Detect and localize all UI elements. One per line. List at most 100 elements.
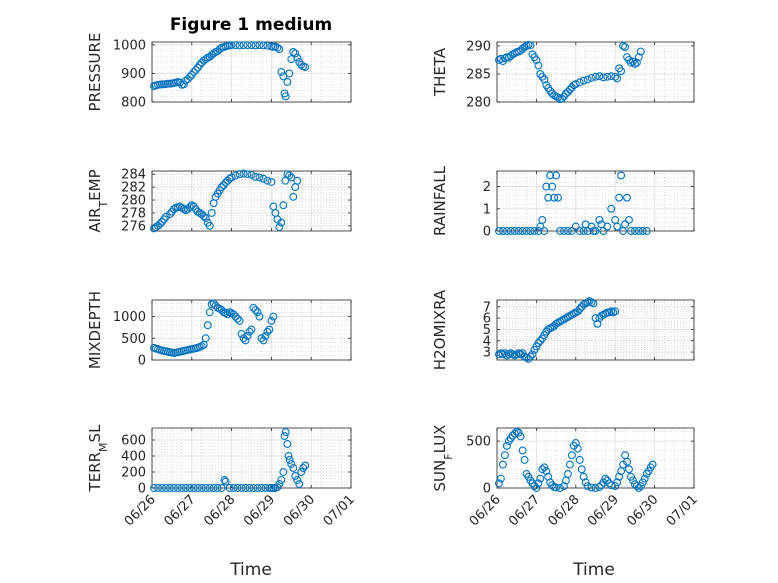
data-point: [558, 316, 566, 325]
data-point: [611, 482, 620, 491]
axes-box: [496, 170, 695, 232]
data-point: [642, 227, 651, 235]
data-point: [280, 432, 289, 440]
data-point: [516, 432, 525, 441]
data-point: [291, 472, 300, 480]
data-point: [279, 201, 288, 210]
data-point: [628, 476, 637, 485]
data-point: [522, 41, 531, 50]
data-point: [579, 300, 588, 309]
data-point: [613, 74, 622, 83]
data-point: [293, 476, 302, 484]
data-point: [613, 478, 622, 487]
data-point: [158, 218, 166, 226]
data-point: [203, 321, 212, 330]
data-point: [293, 176, 302, 185]
data-point: [233, 314, 242, 323]
data-point: [239, 169, 248, 178]
data-point: [587, 298, 596, 307]
subplot-5: 0 500 1000 MIXDEPTH: [86, 291, 352, 369]
data-point: [617, 67, 626, 76]
data-point: [209, 199, 218, 208]
data-point: [556, 317, 564, 326]
data-point: [554, 193, 563, 202]
data-point: [233, 484, 242, 492]
data-point: [526, 352, 535, 361]
y-tick-label: 290: [466, 39, 491, 54]
data-point: [587, 73, 596, 82]
data-point: [623, 193, 631, 202]
y-axis-label: H2OMIXRA: [431, 289, 449, 370]
data-point: [269, 312, 278, 321]
data-point: [249, 484, 258, 492]
x-tick-label: 06/28: [201, 492, 238, 529]
data-point: [573, 444, 582, 453]
data-point: [277, 68, 286, 76]
data-point: [221, 477, 230, 486]
data-point: [625, 215, 633, 224]
data-point: [245, 484, 254, 492]
y-tick-label: 280: [121, 194, 146, 209]
data-point: [627, 472, 635, 481]
subplot-4: 0 1 2 RAINFALL: [431, 165, 695, 240]
y-axis-label-text: TERR: [86, 452, 104, 493]
x-axis-label-right: Time: [572, 560, 615, 580]
y-tick-label: 0: [138, 482, 146, 497]
x-tick-label: 06/26: [467, 492, 504, 529]
data-point: [526, 41, 535, 50]
data-point: [265, 325, 274, 334]
y-axis-label-text: LUX: [431, 425, 449, 454]
data-point: [150, 224, 158, 233]
data-point: [275, 45, 284, 54]
data-point: [299, 464, 308, 472]
y-tick-label: 900: [121, 67, 146, 82]
data-point: [567, 310, 576, 319]
data-point: [235, 41, 244, 50]
data-point: [524, 472, 533, 481]
y-tick-label: 278: [121, 206, 146, 221]
data-point: [613, 222, 622, 231]
data-point: [544, 193, 553, 202]
y-tick-label: 3: [483, 346, 491, 361]
data-point: [251, 41, 260, 50]
data-point: [191, 66, 200, 74]
data-point: [205, 484, 214, 492]
data-point: [611, 72, 620, 81]
data-point: [502, 441, 511, 450]
data-point: [522, 353, 531, 362]
y-axis-label-subscript: F: [442, 453, 455, 459]
data-point: [516, 350, 525, 359]
data-point: [261, 332, 270, 341]
y-tick-label: 0: [138, 354, 146, 369]
data-point: [495, 227, 503, 235]
data-point: [518, 227, 527, 235]
data-point: [512, 350, 521, 359]
x-tick-label: 06/30: [281, 492, 318, 529]
data-point: [591, 72, 600, 81]
y-axis-label-text: EMP: [86, 169, 104, 200]
y-axis-label-text: AIR: [86, 208, 104, 233]
y-axis-label: THETA: [431, 47, 449, 97]
data-point: [563, 313, 572, 321]
y-tick-label: 285: [466, 67, 491, 82]
y-tick-label: 500: [121, 332, 146, 347]
data-point: [587, 483, 596, 492]
data-point: [239, 41, 248, 50]
data-point: [498, 460, 507, 469]
x-tick-label: 07/01: [664, 492, 701, 529]
data-point: [207, 208, 216, 217]
data-point: [197, 484, 206, 492]
data-point: [583, 298, 592, 307]
data-point: [625, 465, 633, 474]
data-point: [563, 469, 572, 478]
data-point: [277, 218, 286, 227]
data-point: [599, 73, 608, 82]
data-point: [241, 484, 250, 492]
data-point: [621, 220, 629, 229]
data-point: [599, 478, 608, 487]
data-point: [552, 171, 561, 180]
data-point: [213, 484, 222, 492]
data-point: [619, 460, 628, 469]
